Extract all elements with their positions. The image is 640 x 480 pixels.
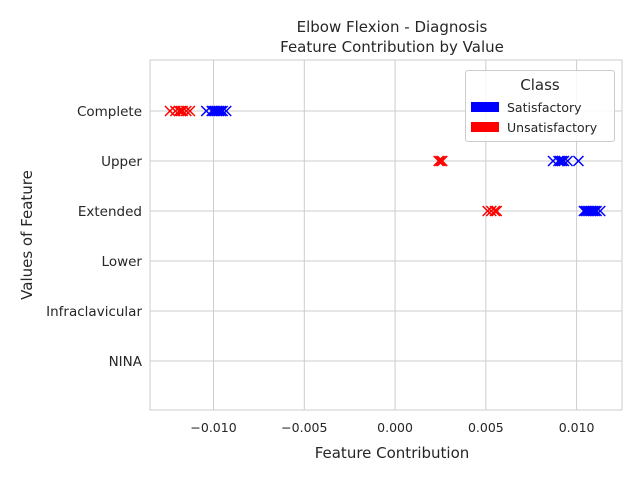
point-satisfactory — [217, 105, 229, 117]
legend-swatch-satisfactory — [471, 102, 499, 112]
tick-layer: −0.010 −0.005 0.000 0.005 0.010 Complete Upper… — [46, 104, 594, 435]
point-satisfactory — [572, 155, 584, 167]
legend: Class Satisfactory Unsatisfactory — [465, 70, 615, 142]
point-unsatisfactory — [175, 105, 187, 117]
point-unsatisfactory — [184, 105, 196, 117]
y-tick-label: Upper — [101, 154, 142, 170]
point-satisfactory — [594, 205, 606, 217]
point-unsatisfactory — [433, 155, 445, 167]
legend-title: Class — [520, 76, 560, 94]
legend-item-satisfactory: Satisfactory — [471, 99, 582, 115]
y-tick-label: Complete — [77, 104, 142, 120]
y-tick-label: Extended — [78, 204, 142, 220]
point-unsatisfactory — [164, 105, 176, 117]
legend-label-satisfactory: Satisfactory — [507, 99, 582, 115]
x-tick-label: 0.000 — [377, 420, 413, 435]
point-unsatisfactory — [180, 105, 192, 117]
y-tick-label: NINA — [109, 354, 143, 370]
point-satisfactory — [215, 105, 227, 117]
x-tick-label: −0.010 — [190, 420, 236, 435]
y-axis-label: Values of Feature — [18, 170, 36, 300]
point-unsatisfactory — [491, 205, 503, 217]
point-satisfactory — [552, 155, 564, 167]
point-satisfactory — [211, 105, 223, 117]
x-tick-label: 0.010 — [559, 420, 595, 435]
point-unsatisfactory — [434, 155, 446, 167]
point-unsatisfactory — [489, 205, 501, 217]
chart-subtitle: Feature Contribution by Value — [280, 38, 504, 56]
point-layer — [164, 105, 606, 217]
y-tick-label: Infraclavicular — [46, 304, 142, 320]
chart-title: Elbow Flexion - Diagnosis — [297, 18, 488, 36]
x-axis-label: Feature Contribution — [315, 444, 470, 462]
x-tick-label: 0.005 — [468, 420, 504, 435]
y-tick-label: Lower — [102, 254, 143, 270]
x-tick-label: −0.005 — [281, 420, 327, 435]
legend-item-unsatisfactory: Unsatisfactory — [471, 119, 597, 135]
legend-swatch-unsatisfactory — [471, 122, 499, 132]
point-satisfactory — [556, 155, 568, 167]
point-satisfactory — [591, 205, 603, 217]
point-satisfactory — [558, 155, 570, 167]
point-unsatisfactory — [485, 205, 497, 217]
point-satisfactory — [220, 105, 232, 117]
legend-label-unsatisfactory: Unsatisfactory — [507, 119, 598, 135]
point-satisfactory — [589, 205, 601, 217]
point-satisfactory — [562, 155, 574, 167]
point-unsatisfactory — [436, 155, 448, 167]
point-satisfactory — [585, 205, 597, 217]
